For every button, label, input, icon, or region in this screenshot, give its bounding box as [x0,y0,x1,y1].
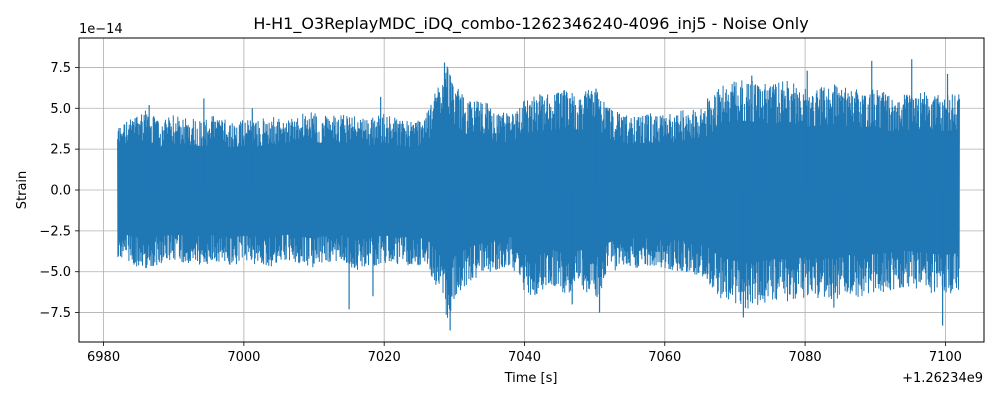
x-tick-label: 7100 [929,350,962,365]
x-tick-label: 6980 [87,350,120,365]
x-tick-label: 7020 [368,350,401,365]
x-axis-label: Time [s] [504,371,558,386]
x-tick-label: 7080 [789,350,822,365]
x-axis-ticks: 6980 7000 7020 7040 7060 7080 7100 [87,342,962,365]
y-tick-label: 2.5 [50,143,71,158]
y-tick-label: −2.5 [39,224,71,239]
x-axis-offset: +1.26234e9 [902,371,983,386]
plot-area [117,59,960,331]
strain-series-core [117,110,960,274]
chart-title: H-H1_O3ReplayMDC_iDQ_combo-1262346240-40… [253,14,808,34]
y-axis-ticks: −7.5 −5.0 −2.5 0.0 2.5 5.0 7.5 [39,61,79,321]
x-tick-label: 7040 [508,350,541,365]
y-tick-label: 0.0 [50,184,71,199]
y-tick-label: −5.0 [39,265,71,280]
y-tick-label: −7.5 [39,306,71,321]
y-tick-label: 7.5 [50,61,71,76]
y-axis-scale-factor: 1e−14 [79,22,123,37]
y-tick-label: 5.0 [50,102,71,117]
x-tick-label: 7060 [648,350,681,365]
y-axis-label: Strain [15,171,30,210]
x-tick-label: 7000 [227,350,260,365]
